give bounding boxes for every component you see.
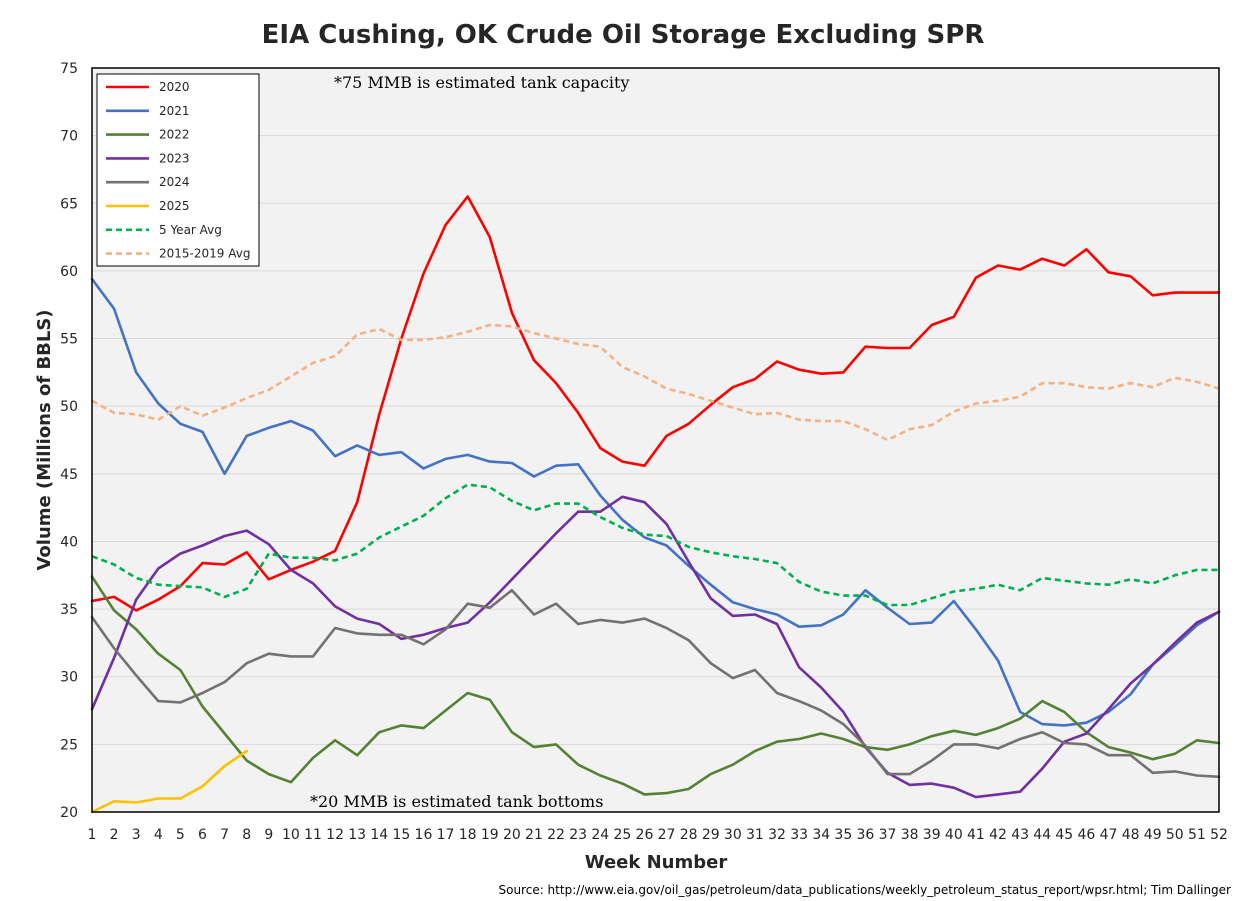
legend-label: 2022 — [159, 128, 190, 142]
legend-label: 2025 — [159, 199, 190, 213]
legend-label: 2023 — [159, 151, 190, 165]
x-tick-label: 43 — [1011, 827, 1029, 843]
y-tick-label: 55 — [60, 332, 78, 348]
x-tick-label: 25 — [613, 827, 631, 843]
x-tick-label: 2 — [110, 827, 119, 843]
series-line-2024 — [90, 588, 1221, 779]
x-tick-label: 39 — [923, 827, 941, 843]
x-tick-label: 11 — [304, 827, 322, 843]
x-tick-label: 41 — [967, 827, 985, 843]
x-tick-label: 1 — [88, 827, 97, 843]
series-line-2022 — [90, 575, 1221, 796]
legend: 2020 2021 2022 2023 2024 2025 5 Year Avg 2015-2… — [96, 73, 260, 267]
y-tick-label: 65 — [60, 196, 78, 212]
x-tick-label: 21 — [525, 827, 543, 843]
x-tick-label: 36 — [857, 827, 875, 843]
chart-title: EIA Cushing, OK Crude Oil Storage Exclud… — [262, 20, 985, 50]
x-tick-label: 13 — [348, 827, 366, 843]
x-tick-label: 32 — [768, 827, 786, 843]
series-lines — [90, 195, 1221, 814]
series-line-2023 — [90, 495, 1221, 799]
x-axis-ticks: 1 2 3 4 5 6 7 8 9 10 11 12 13 14 15 16 17 18 19 20 21 22 23 24 2… — [88, 827, 1228, 843]
x-tick-label: 34 — [812, 827, 830, 843]
annotation-capacity: *75 MMB is estimated tank capacity — [334, 73, 630, 92]
y-tick-label: 75 — [60, 61, 78, 77]
x-tick-label: 16 — [415, 827, 433, 843]
x-tick-label: 52 — [1210, 827, 1228, 843]
x-tick-label: 4 — [154, 827, 163, 843]
x-tick-label: 3 — [132, 827, 141, 843]
x-axis-title: Week Number — [585, 852, 728, 873]
y-tick-label: 60 — [60, 264, 78, 280]
y-tick-label: 40 — [60, 534, 78, 550]
x-tick-label: 17 — [437, 827, 455, 843]
x-tick-label: 7 — [220, 827, 229, 843]
legend-label: 2021 — [159, 104, 190, 118]
legend-box — [96, 73, 260, 267]
x-tick-label: 26 — [636, 827, 654, 843]
x-tick-label: 51 — [1188, 827, 1206, 843]
x-tick-label: 24 — [591, 827, 609, 843]
x-tick-label: 5 — [176, 827, 185, 843]
x-tick-label: 12 — [326, 827, 344, 843]
x-tick-label: 31 — [746, 827, 764, 843]
y-tick-label: 20 — [60, 805, 78, 821]
x-tick-label: 14 — [370, 827, 388, 843]
x-tick-label: 23 — [569, 827, 587, 843]
x-tick-label: 44 — [1033, 827, 1051, 843]
x-tick-label: 33 — [790, 827, 808, 843]
x-tick-label: 8 — [242, 827, 251, 843]
x-tick-label: 9 — [264, 827, 273, 843]
series-line-2015-2019-avg — [91, 323, 1220, 442]
x-tick-label: 15 — [392, 827, 410, 843]
gridlines — [92, 67, 1219, 813]
x-tick-label: 48 — [1122, 827, 1140, 843]
y-tick-label: 45 — [60, 467, 78, 483]
series-line-2020 — [90, 195, 1221, 612]
x-tick-label: 46 — [1077, 827, 1095, 843]
x-tick-label: 38 — [901, 827, 919, 843]
legend-label: 2020 — [159, 80, 190, 94]
legend-label: 2024 — [159, 175, 190, 189]
y-tick-label: 35 — [60, 602, 78, 618]
x-tick-label: 50 — [1166, 827, 1184, 843]
x-tick-label: 42 — [989, 827, 1007, 843]
y-tick-label: 25 — [60, 737, 78, 753]
x-tick-label: 10 — [282, 827, 300, 843]
series-line-2025 — [90, 749, 248, 814]
x-tick-label: 40 — [945, 827, 963, 843]
y-tick-label: 30 — [60, 670, 78, 686]
x-tick-label: 22 — [547, 827, 565, 843]
x-tick-label: 35 — [834, 827, 852, 843]
plot-border — [91, 67, 1220, 813]
plot-area — [92, 68, 1219, 812]
annotation-bottoms: *20 MMB is estimated tank bottoms — [310, 792, 603, 811]
x-tick-label: 27 — [658, 827, 676, 843]
x-tick-label: 29 — [702, 827, 720, 843]
x-tick-label: 30 — [724, 827, 742, 843]
y-tick-label: 70 — [60, 129, 78, 145]
series-line-2021 — [90, 277, 1221, 727]
x-tick-label: 20 — [503, 827, 521, 843]
x-tick-label: 47 — [1100, 827, 1118, 843]
source-note: Source: http://www.eia.gov/oil_gas/petro… — [498, 883, 1231, 897]
y-tick-label: 50 — [60, 399, 78, 415]
y-axis-ticks: 20 25 30 35 40 45 50 55 60 65 70 75 — [60, 61, 78, 821]
y-axis-title: Volume (Millions of BBLS) — [34, 309, 55, 570]
series-line-5-year-avg — [91, 483, 1219, 607]
x-tick-label: 6 — [198, 827, 207, 843]
legend-label: 5 Year Avg — [159, 223, 222, 237]
x-tick-label: 37 — [879, 827, 897, 843]
legend-label: 2015-2019 Avg — [159, 247, 250, 261]
x-tick-label: 49 — [1144, 827, 1162, 843]
x-tick-label: 19 — [481, 827, 499, 843]
x-tick-label: 45 — [1055, 827, 1073, 843]
x-tick-label: 18 — [459, 827, 477, 843]
x-tick-label: 28 — [680, 827, 698, 843]
